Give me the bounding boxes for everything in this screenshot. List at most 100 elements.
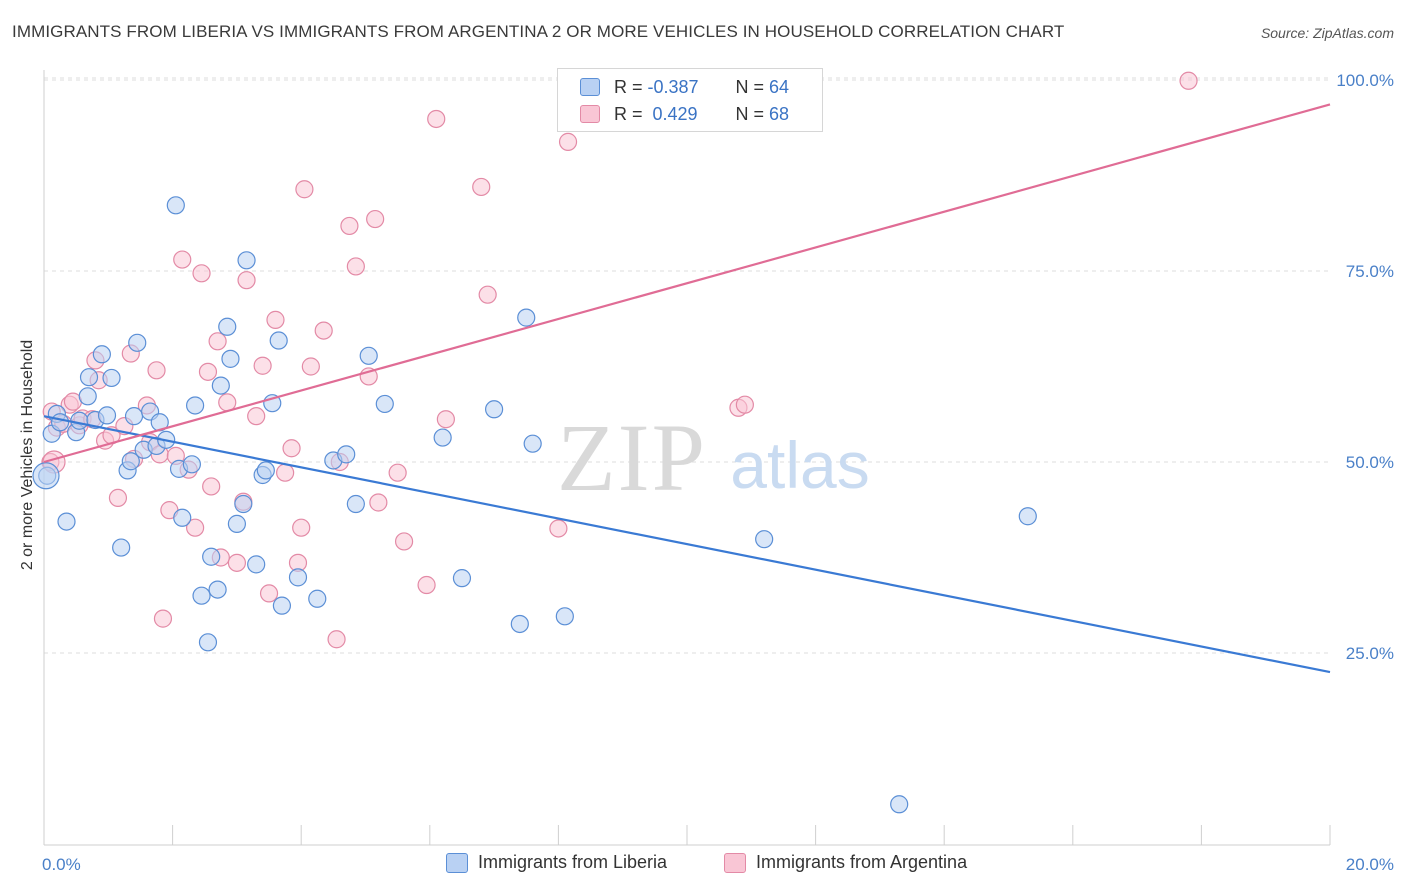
liberia-point: [78, 387, 97, 406]
liberia-point: [555, 607, 574, 626]
argentina-point: [292, 518, 311, 537]
liberia-point: [256, 461, 275, 480]
chart-title: IMMIGRANTS FROM LIBERIA VS IMMIGRANTS FR…: [12, 22, 1065, 41]
legend-n-label: N =: [735, 76, 770, 97]
watermark-atlas: atlas: [730, 428, 869, 502]
liberia-point: [359, 346, 378, 365]
liberia-point: [227, 514, 246, 533]
argentina-point: [282, 439, 301, 458]
argentina-point: [295, 180, 314, 199]
liberia-point: [192, 586, 211, 605]
watermark-zip: ZIP: [557, 404, 707, 511]
argentina-point: [436, 410, 455, 429]
liberia-point: [221, 349, 240, 368]
argentina-point: [301, 357, 320, 376]
argentina-point: [153, 609, 173, 628]
liberia-point: [247, 555, 266, 574]
argentina-point: [247, 407, 266, 426]
liberia-point: [102, 368, 121, 388]
y-tick-label: 50.0%: [1346, 453, 1394, 472]
legend-row-argentina: R = 0.429 N = 68: [580, 102, 789, 126]
liberia-point: [433, 428, 452, 447]
argentina-point: [237, 271, 256, 290]
liberia-point: [32, 462, 60, 490]
liberia-point: [375, 394, 394, 414]
argentina-point: [417, 575, 436, 595]
argentina-swatch: [580, 105, 600, 123]
tick-labels: 25.0% 50.0% 75.0% 100.0% 0.0% 20.0%: [42, 71, 1394, 874]
liberia-point: [510, 614, 529, 634]
liberia-point: [124, 407, 144, 426]
legend-r-label: R =: [614, 76, 648, 97]
argentina-swatch: [724, 852, 746, 873]
argentina-point: [276, 463, 295, 482]
legend-item-liberia: Immigrants from Liberia: [446, 852, 667, 873]
trend-lines: [43, 103, 1331, 674]
legend-r-value: 0.429: [647, 103, 698, 124]
argentina-point: [173, 250, 192, 269]
liberia-point: [92, 345, 111, 364]
liberia-point: [237, 251, 256, 270]
liberia-point: [523, 434, 542, 453]
x-tick-label: 0.0%: [42, 855, 81, 874]
liberia-point: [346, 494, 365, 514]
argentina-point: [427, 109, 446, 129]
liberia-point: [186, 396, 205, 415]
argentina-point: [253, 356, 272, 375]
legend-n-value: 64: [769, 76, 790, 97]
liberia-point: [97, 406, 117, 425]
argentina-point: [327, 630, 346, 649]
source-label: Source: ZipAtlas.com: [1260, 25, 1394, 41]
liberia-point: [269, 331, 288, 350]
liberia-point: [57, 512, 76, 531]
legend-label-liberia: Immigrants from Liberia: [478, 852, 668, 872]
legend-r-label: R =: [614, 103, 648, 124]
argentina-point: [208, 332, 227, 351]
liberia-point: [211, 376, 230, 395]
x-tick-label: 20.0%: [1346, 855, 1394, 874]
liberia-point: [70, 411, 89, 430]
liberia-point: [272, 596, 292, 615]
argentina-point: [192, 264, 211, 283]
liberia-point: [112, 538, 131, 557]
series-legend: Immigrants from Liberia Immigrants from …: [0, 852, 1406, 876]
argentina-point: [369, 493, 388, 512]
liberia-point: [288, 568, 308, 587]
legend-label-argentina: Immigrants from Argentina: [756, 852, 968, 872]
argentina-point: [388, 463, 407, 482]
liberia-point: [755, 530, 774, 549]
watermark: ZIP atlas: [557, 404, 870, 511]
liberia-point: [198, 633, 218, 652]
correlation-legend: R = -0.387 N = 64 R = 0.429 N = 68: [557, 68, 823, 132]
liberia-point: [1018, 507, 1037, 526]
liberia-point: [50, 413, 70, 432]
liberia-swatch: [446, 852, 468, 873]
legend-item-argentina: Immigrants from Argentina: [724, 852, 967, 873]
liberia-swatch: [580, 78, 600, 96]
argentina-point: [266, 310, 285, 329]
argentina-point: [340, 216, 359, 236]
liberia-point: [218, 317, 237, 336]
liberia-points: [32, 196, 1037, 814]
liberia-point: [308, 589, 327, 608]
argentina-point: [346, 257, 365, 276]
liberia-trend-line: [43, 415, 1331, 674]
y-tick-label: 25.0%: [1346, 644, 1394, 663]
argentina-point: [314, 321, 333, 340]
argentina-point: [366, 209, 385, 229]
argentina-point: [202, 477, 221, 496]
liberia-point: [79, 368, 99, 387]
liberia-point: [208, 580, 227, 599]
legend-r-value: -0.387: [647, 76, 699, 97]
liberia-point: [517, 308, 536, 327]
argentina-point: [1179, 71, 1198, 90]
argentina-point: [108, 488, 128, 508]
y-tick-label: 100.0%: [1336, 71, 1394, 90]
liberia-point: [452, 569, 472, 588]
liberia-point: [234, 494, 253, 514]
argentina-point: [549, 519, 568, 538]
legend-n-value: 68: [769, 103, 790, 124]
legend-row-liberia: R = -0.387 N = 64: [580, 75, 789, 99]
liberia-point: [202, 547, 221, 566]
